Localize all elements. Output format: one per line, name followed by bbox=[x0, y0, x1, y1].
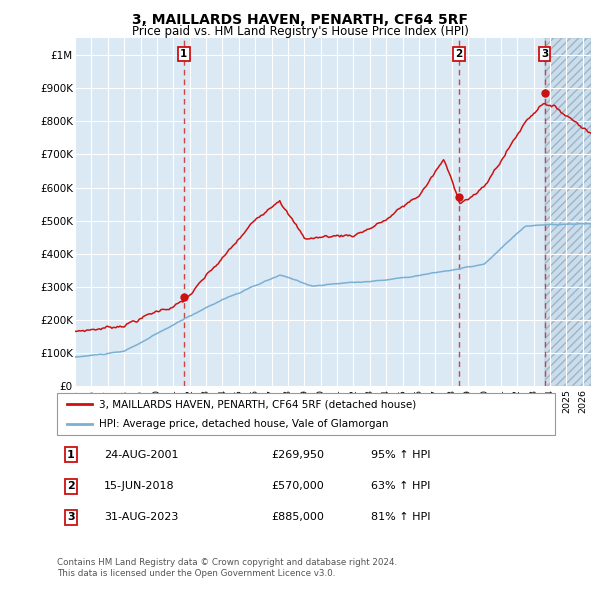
Text: £269,950: £269,950 bbox=[271, 450, 324, 460]
Text: £885,000: £885,000 bbox=[271, 513, 324, 522]
Text: Price paid vs. HM Land Registry's House Price Index (HPI): Price paid vs. HM Land Registry's House … bbox=[131, 25, 469, 38]
Text: 1: 1 bbox=[180, 49, 187, 59]
Text: 63% ↑ HPI: 63% ↑ HPI bbox=[371, 481, 430, 491]
Text: 3: 3 bbox=[67, 513, 75, 522]
Text: 15-JUN-2018: 15-JUN-2018 bbox=[104, 481, 175, 491]
Text: 3: 3 bbox=[541, 49, 548, 59]
Text: 24-AUG-2001: 24-AUG-2001 bbox=[104, 450, 179, 460]
Text: 81% ↑ HPI: 81% ↑ HPI bbox=[371, 513, 430, 522]
Text: HPI: Average price, detached house, Vale of Glamorgan: HPI: Average price, detached house, Vale… bbox=[100, 418, 389, 428]
Text: 3, MAILLARDS HAVEN, PENARTH, CF64 5RF: 3, MAILLARDS HAVEN, PENARTH, CF64 5RF bbox=[132, 13, 468, 27]
Text: This data is licensed under the Open Government Licence v3.0.: This data is licensed under the Open Gov… bbox=[57, 569, 335, 578]
Text: £570,000: £570,000 bbox=[271, 481, 324, 491]
Text: Contains HM Land Registry data © Crown copyright and database right 2024.: Contains HM Land Registry data © Crown c… bbox=[57, 558, 397, 566]
Text: 95% ↑ HPI: 95% ↑ HPI bbox=[371, 450, 430, 460]
Text: 1: 1 bbox=[67, 450, 75, 460]
Text: 2: 2 bbox=[67, 481, 75, 491]
Text: 31-AUG-2023: 31-AUG-2023 bbox=[104, 513, 179, 522]
Text: 3, MAILLARDS HAVEN, PENARTH, CF64 5RF (detached house): 3, MAILLARDS HAVEN, PENARTH, CF64 5RF (d… bbox=[100, 399, 416, 409]
Bar bbox=[545, 38, 591, 386]
Bar bbox=[545, 38, 591, 386]
Text: 2: 2 bbox=[455, 49, 463, 59]
